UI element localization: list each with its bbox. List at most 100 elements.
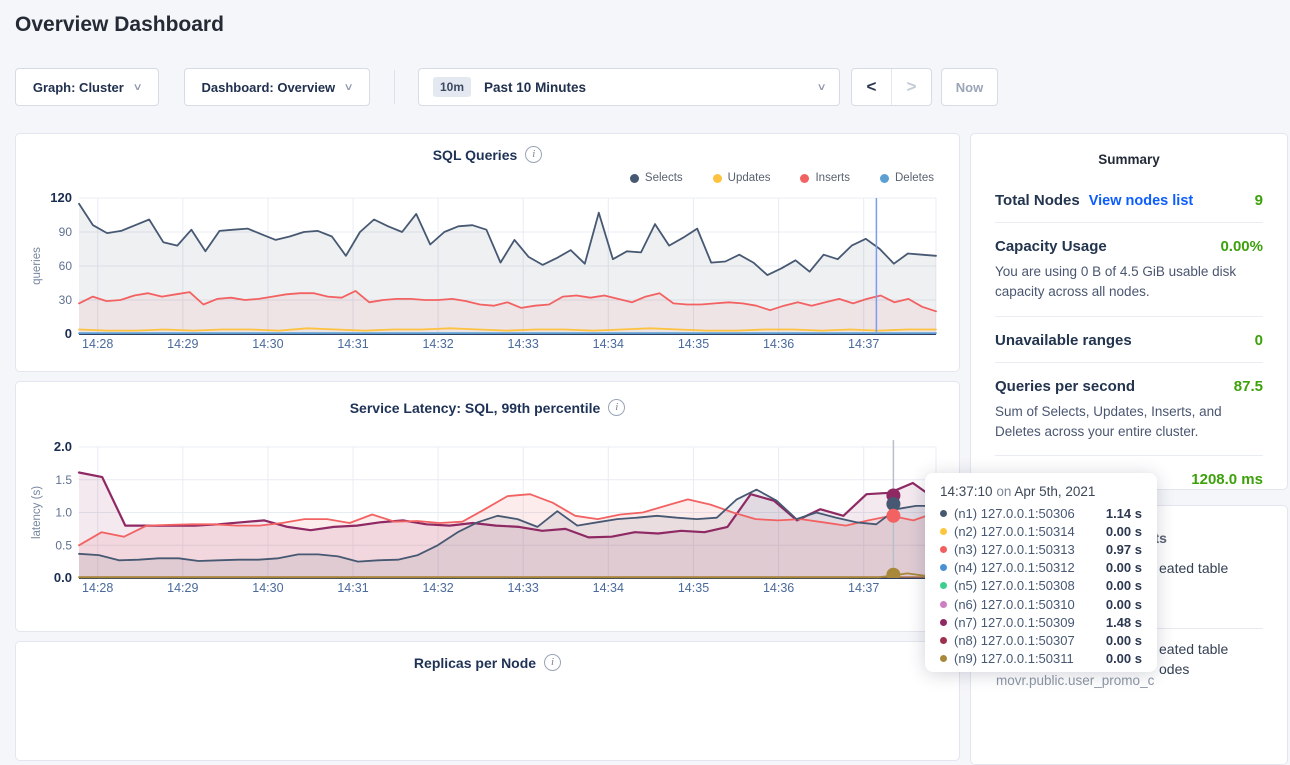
- tooltip-node-row: (n4) 127.0.0.1:50312 0.00 s: [940, 559, 1142, 577]
- node-latency-value: 0.00 s: [1105, 578, 1142, 594]
- tooltip-rows: (n1) 127.0.0.1:50306 1.14 s (n2) 127.0.0.1…: [940, 504, 1142, 668]
- svg-text:14:35: 14:35: [678, 337, 709, 351]
- svg-text:60: 60: [59, 259, 73, 273]
- node-address: (n2) 127.0.0.1:50314: [954, 523, 1075, 539]
- svg-text:1.0: 1.0: [55, 506, 72, 520]
- time-range-badge: 10m: [433, 77, 472, 97]
- node-latency-value: 0.00 s: [1105, 632, 1142, 648]
- svg-text:14:29: 14:29: [167, 337, 198, 351]
- summary-capacity-row: Capacity Usage 0.00% You are using 0 B o…: [995, 223, 1263, 317]
- legend-dot: [800, 173, 810, 183]
- now-button[interactable]: Now: [941, 68, 998, 106]
- tooltip-node-row: (n3) 127.0.0.1:50313 0.97 s: [940, 540, 1142, 558]
- node-latency-value: 1.48 s: [1105, 614, 1142, 630]
- dashboard-dropdown[interactable]: Dashboard: Overview ∨: [184, 68, 370, 106]
- summary-panel: Summary Total Nodes View nodes list 9 Ca…: [970, 133, 1288, 490]
- time-prev-button[interactable]: <: [852, 69, 892, 105]
- replicas-title: Replicas per Node: [413, 654, 537, 671]
- tooltip-timestamp: 14:37:10 on Apr 5th, 2021: [940, 484, 1142, 499]
- node-address: (n8) 127.0.0.1:50307: [954, 632, 1075, 648]
- node-address: (n9) 127.0.0.1:50311: [954, 651, 1074, 667]
- svg-text:2.0: 2.0: [54, 439, 72, 454]
- svg-text:14:31: 14:31: [337, 337, 368, 351]
- node-latency-value: 0.00 s: [1105, 596, 1142, 612]
- svg-text:14:36: 14:36: [763, 337, 794, 351]
- chevron-down-icon: ∨: [132, 81, 143, 93]
- node-color-dot: [940, 655, 947, 663]
- node-color-dot: [940, 582, 947, 590]
- chevron-down-icon: ∨: [343, 81, 354, 93]
- event-text-fragment: movr.public.user_promo_c: [996, 673, 1155, 688]
- svg-text:14:37: 14:37: [848, 337, 879, 351]
- summary-unavailable-row: Unavailable ranges 0: [995, 317, 1263, 363]
- summary-total-nodes-row: Total Nodes View nodes list 9: [995, 177, 1263, 223]
- svg-text:14:32: 14:32: [422, 581, 453, 595]
- time-range-label: Past 10 Minutes: [484, 79, 587, 95]
- time-next-button[interactable]: >: [906, 77, 917, 96]
- info-icon[interactable]: i: [544, 654, 562, 671]
- sql-queries-chart[interactable]: 0 30 60 90 120 14:28 14:29 14:30 14:31 14:32 14:33…: [16, 134, 961, 373]
- node-address: (n3) 127.0.0.1:50313: [954, 541, 1075, 557]
- legend-item-updates: Updates: [712, 172, 771, 184]
- latency-title: Service Latency: SQL, 99th percentile: [349, 399, 601, 416]
- graph-dropdown[interactable]: Graph: Cluster ∨: [15, 68, 159, 106]
- graph-dropdown-label: Graph: Cluster: [32, 79, 124, 95]
- svg-text:14:28: 14:28: [82, 581, 113, 595]
- event-text-fragment: eated table: [1159, 641, 1229, 657]
- legend-label: Selects: [644, 172, 683, 184]
- legend-label: Updates: [727, 172, 771, 184]
- svg-text:0.0: 0.0: [54, 570, 72, 585]
- svg-text:90: 90: [59, 225, 73, 239]
- dashboard-dropdown-label: Dashboard: Overview: [201, 79, 336, 95]
- tooltip-node-row: (n7) 127.0.0.1:50309 1.48 s: [940, 613, 1142, 631]
- view-nodes-list-link[interactable]: View nodes list: [1088, 193, 1194, 209]
- svg-text:14:32: 14:32: [422, 337, 453, 351]
- node-address: (n7) 127.0.0.1:50309: [954, 614, 1075, 630]
- info-icon[interactable]: i: [525, 146, 543, 163]
- legend-item-deletes: Deletes: [880, 172, 934, 184]
- node-color-dot: [940, 636, 947, 644]
- legend-dot: [712, 173, 722, 183]
- legend-item-selects: Selects: [629, 172, 683, 184]
- sql-queries-title-row: SQL Queries i: [16, 146, 959, 163]
- svg-text:latency (s): latency (s): [31, 486, 43, 539]
- node-color-dot: [940, 564, 947, 572]
- node-color-dot: [940, 545, 947, 553]
- tooltip-node-row: (n2) 127.0.0.1:50314 0.00 s: [940, 522, 1142, 540]
- legend-item-inserts: Inserts: [800, 172, 850, 184]
- tooltip-node-row: (n9) 127.0.0.1:50311 0.00 s: [940, 650, 1142, 668]
- tooltip-date: Apr 5th, 2021: [1014, 484, 1096, 499]
- event-text-fragment: odes: [1159, 661, 1190, 677]
- info-icon[interactable]: i: [608, 399, 626, 416]
- svg-text:14:30: 14:30: [252, 337, 283, 351]
- svg-text:queries: queries: [31, 247, 43, 285]
- time-range-select[interactable]: 10m Past 10 Minutes ∨: [418, 68, 840, 106]
- page-title: Overview Dashboard: [15, 13, 224, 36]
- node-latency-value: 0.97 s: [1105, 541, 1142, 557]
- latency-chart[interactable]: 0.0 0.5 1.0 1.5 2.0 14:28 14:29 14:30 14:31 14:32…: [16, 382, 961, 633]
- svg-text:14:36: 14:36: [763, 581, 794, 595]
- summary-title: Summary: [1098, 152, 1160, 167]
- qps-label: Queries per second: [995, 377, 1136, 395]
- summary-qps-row: Queries per second 87.5 Sum of Selects, …: [995, 363, 1263, 456]
- node-color-dot: [940, 600, 947, 608]
- node-latency-value: 0.00 s: [1105, 651, 1142, 667]
- qps-value: 87.5: [1233, 377, 1263, 395]
- node-latency-value: 0.00 s: [1105, 560, 1142, 576]
- svg-text:120: 120: [50, 190, 72, 205]
- tooltip-node-row: (n6) 127.0.0.1:50310 0.00 s: [940, 595, 1142, 613]
- legend-label: Inserts: [815, 172, 850, 184]
- total-nodes-value: 9: [1254, 192, 1263, 209]
- latency-title-row: Service Latency: SQL, 99th percentile i: [16, 399, 959, 416]
- node-address: (n5) 127.0.0.1:50308: [954, 578, 1075, 594]
- svg-text:1.5: 1.5: [55, 473, 72, 487]
- svg-text:14:37: 14:37: [848, 581, 879, 595]
- capacity-usage-label: Capacity Usage: [995, 238, 1107, 255]
- node-color-dot: [940, 527, 947, 535]
- replicas-card: Replicas per Node i: [15, 641, 960, 761]
- tooltip-node-row: (n1) 127.0.0.1:50306 1.14 s: [940, 504, 1142, 522]
- legend-dot: [629, 173, 639, 183]
- svg-text:14:30: 14:30: [252, 581, 283, 595]
- time-step-group: < >: [851, 68, 932, 106]
- chevron-down-icon: ∨: [816, 81, 827, 93]
